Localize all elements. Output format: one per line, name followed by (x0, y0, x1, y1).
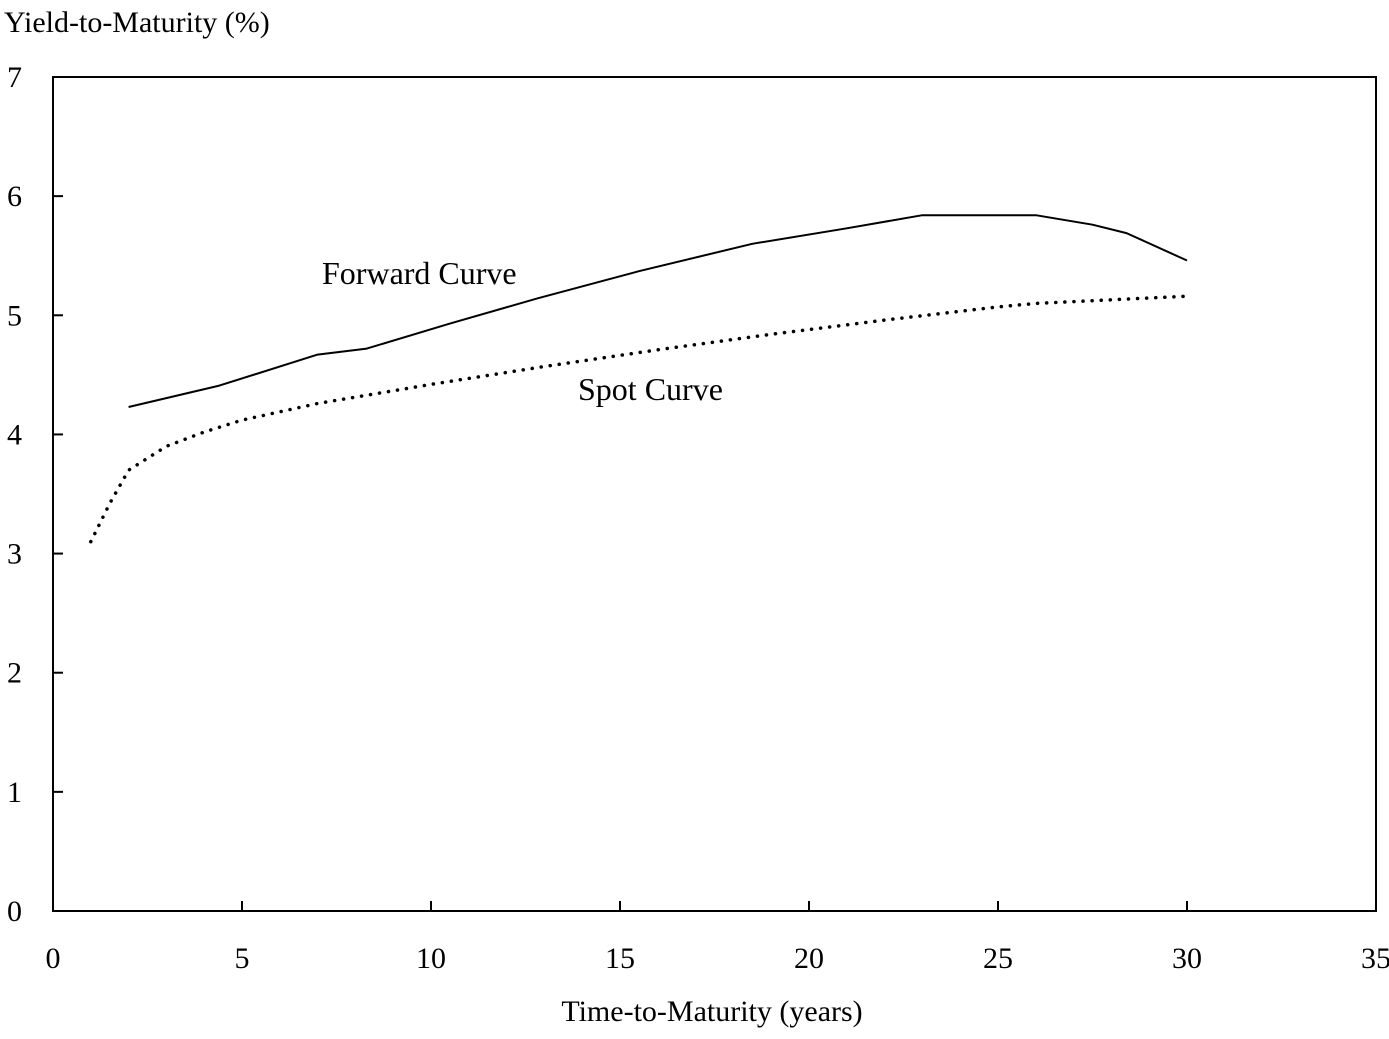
x-tick-label: 35 (1361, 942, 1389, 975)
x-tick-label: 10 (416, 942, 446, 975)
y-tick-label: 5 (7, 299, 22, 332)
y-tick-label: 2 (7, 657, 22, 690)
y-tick-label: 3 (7, 538, 22, 571)
x-axis-ticks: 0 5 10 15 20 25 30 35 (46, 901, 1389, 975)
y-tick-label: 4 (7, 418, 22, 451)
x-tick-label: 0 (46, 942, 61, 975)
plot-frame (53, 77, 1376, 911)
x-tick-label: 15 (605, 942, 635, 975)
spot-curve-label: Spot Curve (578, 371, 723, 407)
y-tick-label: 7 (7, 61, 22, 94)
y-tick-label: 1 (7, 776, 22, 809)
x-tick-label: 5 (235, 942, 250, 975)
x-tick-label: 25 (983, 942, 1013, 975)
y-tick-label: 6 (7, 180, 22, 213)
spot-curve-line (91, 296, 1187, 542)
forward-curve-label: Forward Curve (322, 255, 517, 291)
x-tick-label: 30 (1172, 942, 1202, 975)
x-axis-title: Time-to-Maturity (years) (561, 995, 862, 1028)
x-tick-label: 20 (794, 942, 824, 975)
y-axis-ticks: 0 1 2 3 4 5 6 7 (7, 61, 63, 928)
y-axis-title: Yield-to-Maturity (%) (4, 6, 270, 39)
y-tick-label: 0 (7, 895, 22, 928)
